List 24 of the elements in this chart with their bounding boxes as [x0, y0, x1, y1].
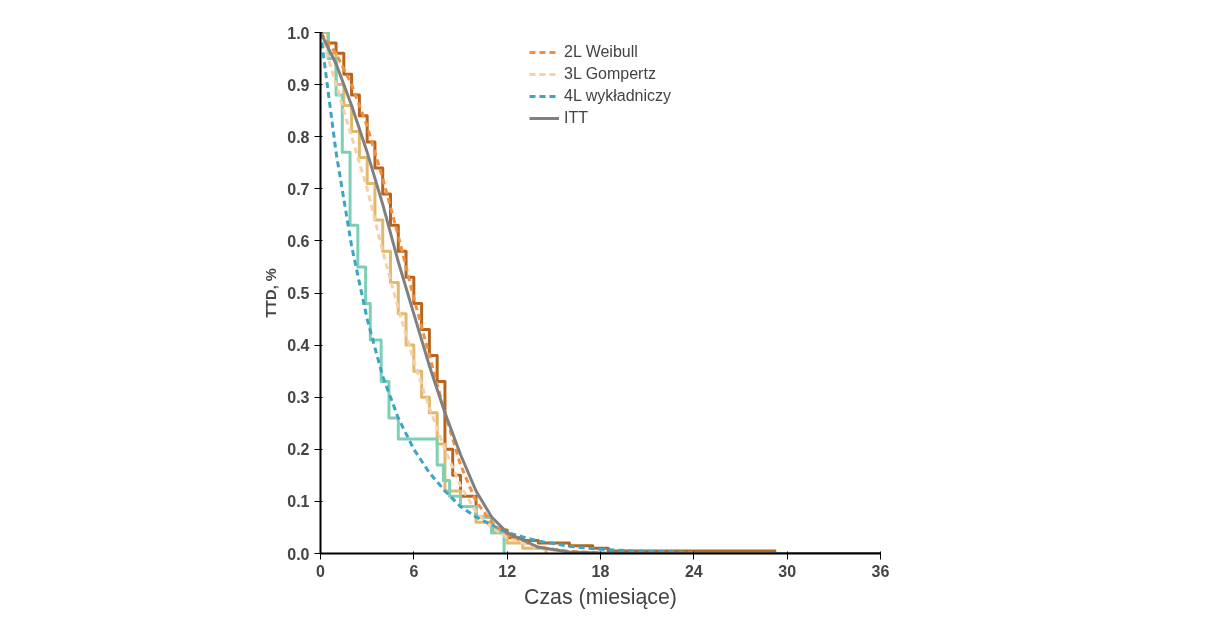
x-tick-label: 0	[316, 562, 326, 580]
x-tick-label: 12	[498, 562, 517, 580]
y-tick-label: 0.6	[287, 232, 310, 250]
y-tick-label: 0.5	[287, 285, 310, 302]
x-tick-label: 36	[871, 562, 890, 580]
legend-label: 4L wykładniczy	[563, 87, 672, 105]
y-tick-label: 1.0	[287, 24, 310, 42]
y-tick-label: 0.8	[287, 128, 310, 146]
legend-label: 3L Gompertz	[563, 65, 656, 83]
y-tick-label: 0.9	[287, 76, 310, 94]
x-tick-label: 30	[778, 562, 797, 580]
y-tick-label: 0.1	[287, 493, 310, 511]
y-tick-label: 0.2	[287, 441, 310, 459]
legend-label: 2L Weibull	[563, 43, 638, 61]
y-tick-label: 0.3	[287, 389, 310, 407]
x-axis-title: Czas (miesiące)	[524, 584, 677, 609]
y-tick-label: 0.4	[287, 337, 310, 355]
y-tick-label: 0.7	[287, 180, 310, 198]
y-tick-label: 0.0	[287, 545, 310, 563]
x-tick-label: 24	[684, 562, 703, 580]
y-axis-title: TTD, %	[263, 268, 280, 318]
x-tick-label: 6	[409, 562, 419, 580]
legend-label: ITT	[563, 109, 588, 127]
x-tick-label: 18	[591, 562, 610, 580]
